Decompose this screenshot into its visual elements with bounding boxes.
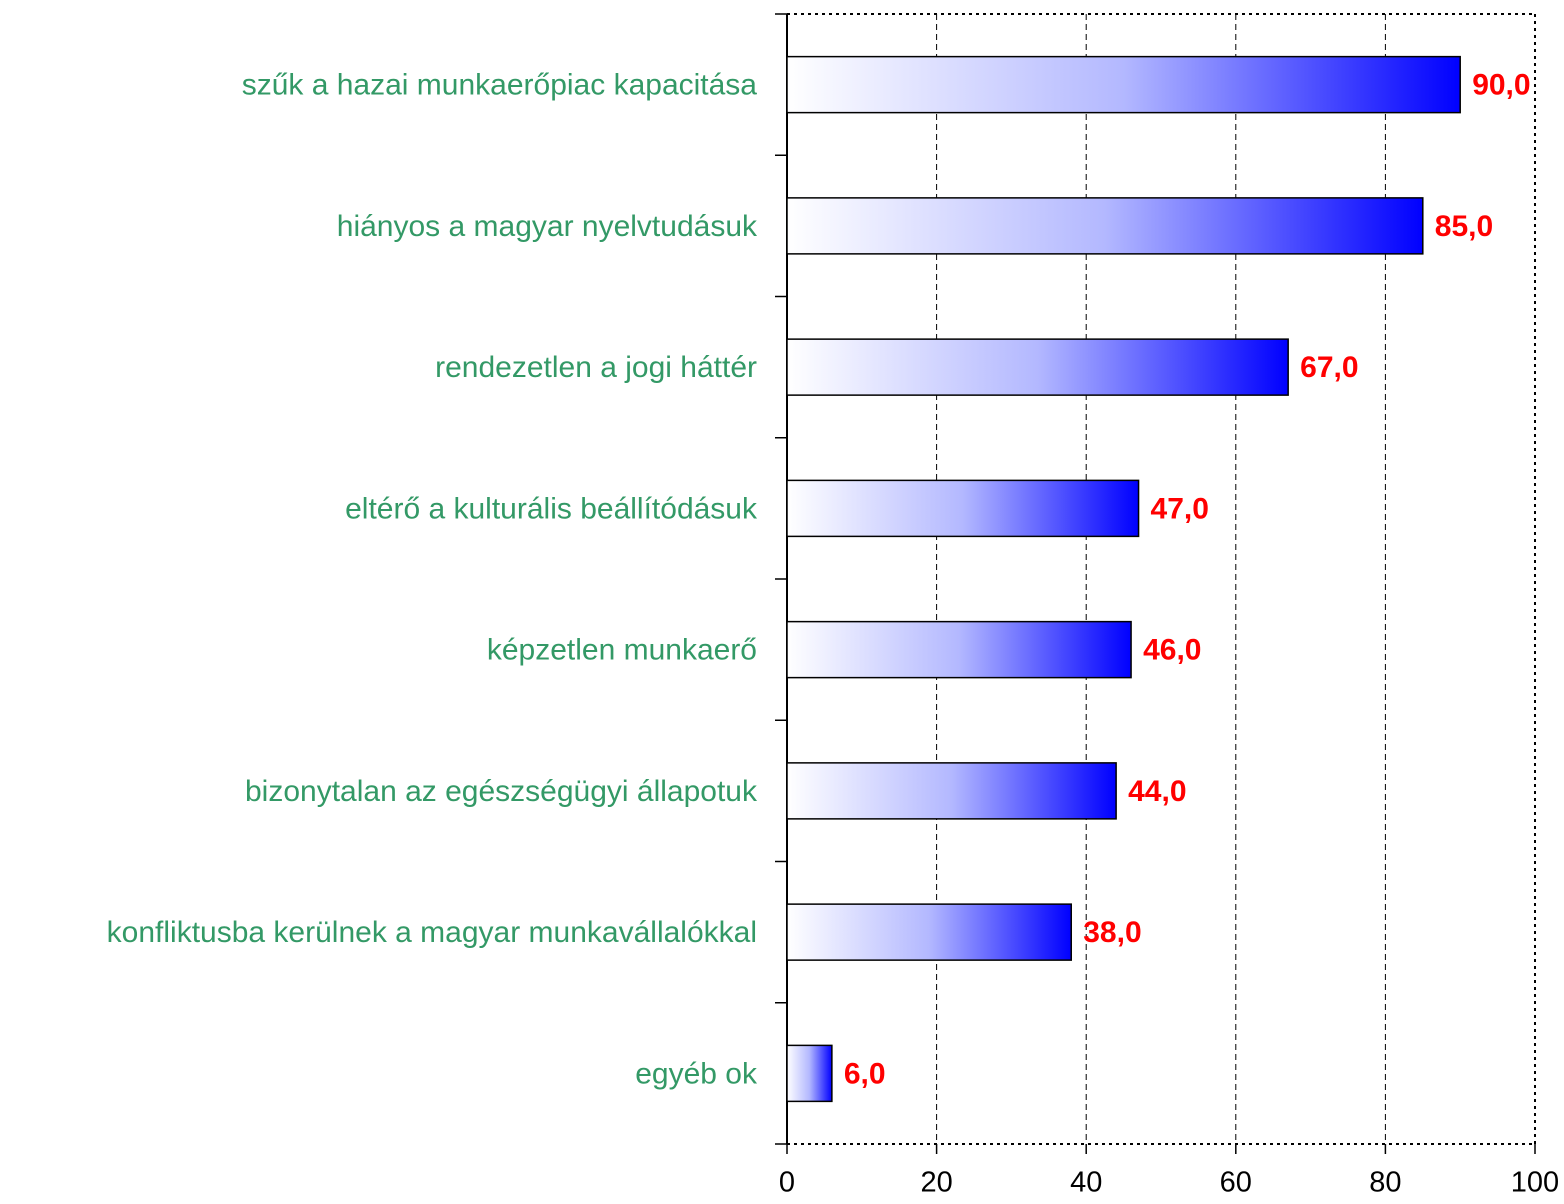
x-tick-label: 40 — [1070, 1167, 1102, 1199]
x-tick-label: 60 — [1220, 1167, 1252, 1199]
value-label: 6,0 — [844, 1057, 886, 1090]
bar — [786, 1044, 833, 1103]
y-tick-label: szűk a hazai munkaerőpiac kapacitása — [242, 69, 758, 102]
value-label: 47,0 — [1151, 492, 1209, 525]
value-label: 67,0 — [1300, 351, 1358, 384]
value-label: 85,0 — [1435, 210, 1493, 243]
y-tick-label: konfliktusba kerülnek a magyar munkaváll… — [107, 916, 757, 949]
y-tick-label: bizonytalan az egészségügyi állapotuk — [245, 775, 758, 808]
y-tick-label: rendezetlen a jogi háttér — [435, 351, 757, 384]
bar — [786, 197, 1424, 255]
bar — [786, 762, 1117, 820]
x-tick-label: 20 — [920, 1167, 952, 1199]
bar — [786, 338, 1289, 396]
x-tick-label: 100 — [1511, 1167, 1559, 1199]
x-tick-label: 80 — [1369, 1167, 1401, 1199]
y-tick-label: képzetlen munkaerő — [487, 634, 757, 667]
y-tick-label: eltérő a kulturális beállítódásuk — [345, 492, 758, 525]
bar — [786, 55, 1461, 114]
value-label: 46,0 — [1143, 634, 1201, 667]
bar — [786, 903, 1072, 961]
bar — [786, 479, 1140, 538]
y-tick-label: egyéb ok — [635, 1057, 758, 1090]
y-tick-label: hiányos a magyar nyelvtudásuk — [337, 210, 758, 243]
value-label: 90,0 — [1472, 69, 1530, 102]
value-label: 44,0 — [1128, 775, 1186, 808]
bar — [786, 620, 1132, 679]
value-label: 38,0 — [1083, 916, 1141, 949]
x-tick-label: 0 — [779, 1167, 795, 1199]
